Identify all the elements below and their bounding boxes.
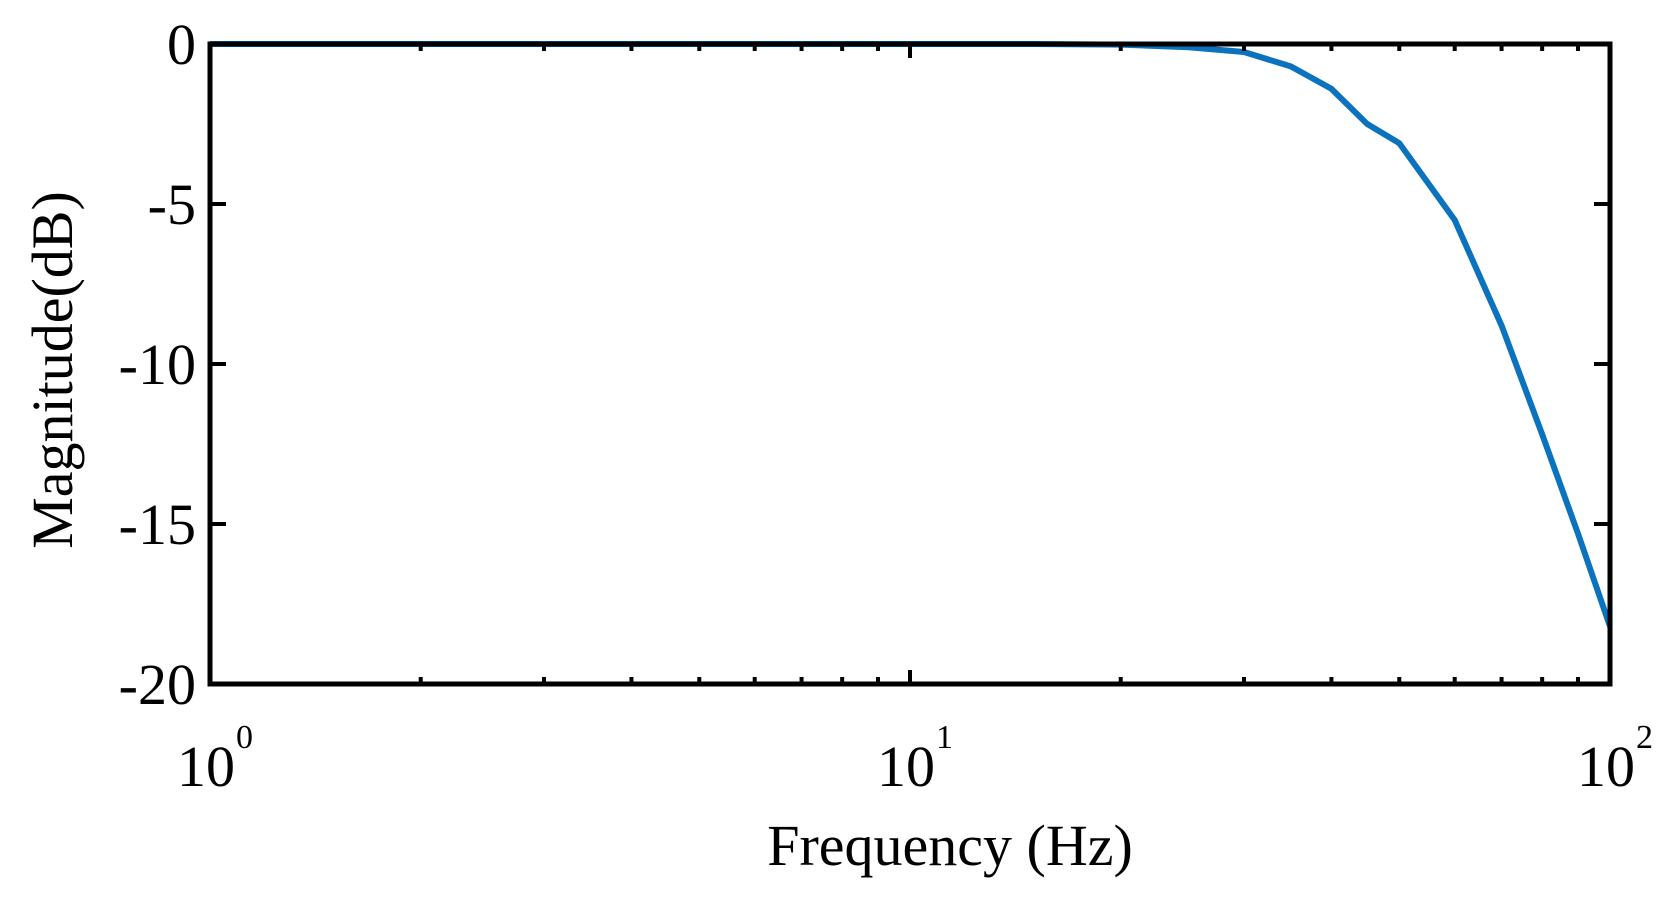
x-tick-exponent: 2 [1636,719,1653,756]
x-tick-label: 10 [177,734,235,799]
y-tick-label: -20 [119,652,196,717]
x-tick-exponent: 0 [236,719,253,756]
x-axis-label: Frequency (Hz) [767,813,1133,878]
x-tick-label: 10 [877,734,935,799]
x-tick-label: 10 [1577,734,1635,799]
y-tick-label: -15 [119,492,196,557]
y-axis-label: Magnitude(dB) [20,191,85,549]
magnitude-series-line [210,41,1613,628]
y-tick-label: -5 [148,172,196,237]
y-tick-label: -10 [119,332,196,397]
y-tick-label: 0 [167,12,196,77]
x-tick-exponent: 1 [936,719,953,756]
plot-frame [207,41,1613,687]
